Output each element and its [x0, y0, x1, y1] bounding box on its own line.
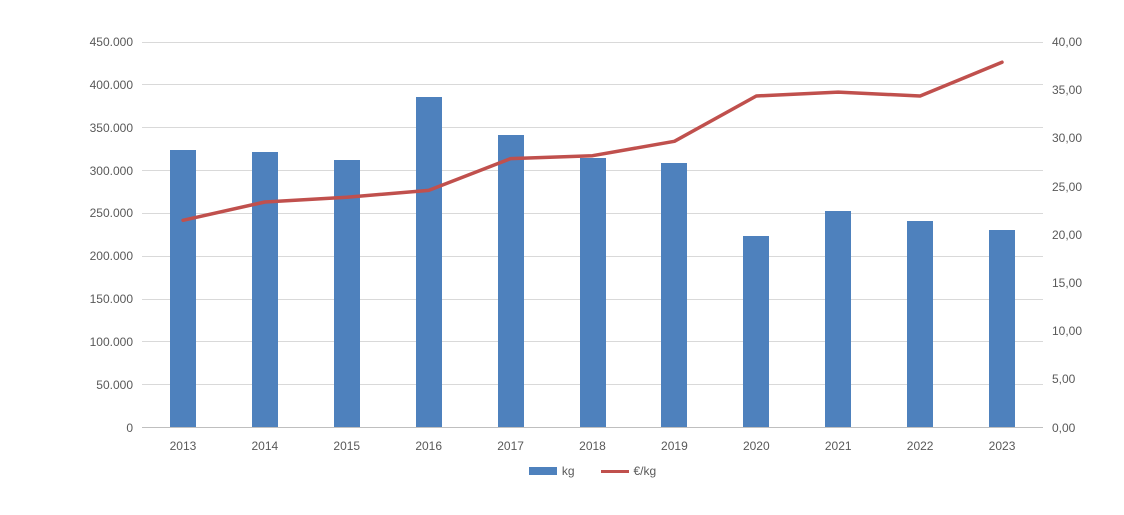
x-axis-tick-label: 2022	[906, 439, 934, 453]
gridline	[142, 41, 1043, 43]
y-axis-right-tick-label: 15,00	[1052, 275, 1083, 290]
x-axis-tick-label: 2018	[579, 439, 606, 453]
y-axis-right-tick-label: 5,00	[1052, 372, 1076, 387]
y-axis-right-tick-label: 40,00	[1052, 35, 1083, 49]
y-axis-right-tick-label: 20,00	[1052, 227, 1083, 242]
x-axis-tick-label: 2014	[251, 439, 279, 453]
y-axis-left-tick-label: 150.000	[89, 292, 133, 306]
gridline	[142, 127, 1043, 129]
bar-2016	[415, 96, 442, 428]
bar-2020	[743, 235, 770, 428]
gridline	[142, 84, 1043, 86]
bar-2013	[169, 149, 196, 428]
y-axis-right-tick-label: 30,00	[1052, 131, 1083, 146]
y-axis-left-tick-label: 250.000	[89, 206, 133, 221]
y-axis-left-tick-label: 0	[126, 420, 133, 435]
bar-2015	[333, 160, 360, 428]
y-axis-left-tick-label: 400.000	[89, 77, 133, 92]
x-axis-tick-label: 2016	[415, 439, 443, 453]
x-axis-tick-label: 2013	[169, 439, 197, 453]
bar-2021	[825, 210, 852, 428]
x-axis-tick-label: 2019	[661, 439, 688, 453]
y-axis-left-tick-label: 450.000	[89, 35, 133, 49]
x-axis-tick-label: 2023	[988, 439, 1016, 453]
x-axis-tick-label: 2015	[333, 439, 361, 453]
bar-2014	[251, 151, 278, 428]
y-axis-left-tick-label: 300.000	[89, 163, 133, 178]
chart-legend: kg €/kg	[142, 464, 1043, 478]
bar-2018	[579, 157, 606, 428]
x-axis-tick-label: 2017	[497, 439, 524, 453]
bar-2019	[661, 162, 688, 428]
x-axis-line	[142, 427, 1043, 428]
y-axis-left-tick-label: 100.000	[89, 334, 133, 349]
legend-label-kg: kg	[561, 464, 575, 478]
bar-2023	[989, 230, 1016, 428]
legend-item-kg: kg	[528, 464, 575, 478]
y-axis-right-tick-label: 0,00	[1052, 420, 1076, 435]
bar-2022	[907, 221, 934, 428]
legend-label-eur-per-kg: €/kg	[633, 464, 657, 478]
y-axis-left-tick-label: 50.000	[96, 377, 133, 392]
bar-2017	[497, 134, 524, 428]
y-axis-left-tick-label: 200.000	[89, 249, 133, 264]
legend-item-eur-per-kg: €/kg	[600, 464, 657, 478]
y-axis-right-tick-label: 35,00	[1052, 83, 1083, 98]
y-axis-right-tick-label: 25,00	[1052, 179, 1083, 194]
eur-per-kg-line-swatch-icon	[600, 469, 629, 473]
x-axis-tick-label: 2020	[742, 439, 770, 453]
y-axis-right-tick-label: 10,00	[1052, 324, 1083, 339]
x-axis-tick-label: 2021	[824, 439, 852, 453]
kg-bar-swatch-icon	[528, 467, 557, 475]
y-axis-left-tick-label: 350.000	[89, 120, 133, 135]
